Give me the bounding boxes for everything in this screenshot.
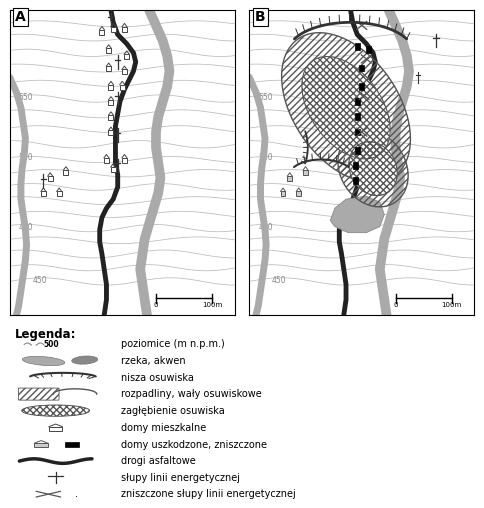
Text: rzeka, akwen: rzeka, akwen (121, 356, 186, 366)
Bar (111, 27, 116, 32)
Text: 450: 450 (32, 276, 47, 285)
Bar (281, 192, 286, 197)
Bar (296, 192, 301, 197)
Bar (355, 98, 360, 105)
Bar (122, 158, 127, 163)
Text: domy mieszkalne: domy mieszkalne (121, 423, 206, 433)
Bar (108, 100, 113, 105)
Bar (49, 427, 62, 431)
Text: 0: 0 (154, 302, 158, 308)
Bar (111, 167, 116, 172)
Text: rozpadliny, wały osuwiskowe: rozpadliny, wały osuwiskowe (121, 389, 262, 399)
Text: A: A (15, 10, 26, 24)
Bar (104, 158, 109, 163)
Text: 0: 0 (393, 302, 398, 308)
Text: zagłębienie osuwiska: zagłębienie osuwiska (121, 405, 225, 416)
Text: nisza osuwiska: nisza osuwiska (121, 372, 194, 383)
Text: drogi asfaltowe: drogi asfaltowe (121, 456, 196, 466)
Bar (303, 170, 308, 175)
Bar (287, 176, 292, 181)
Text: 100m: 100m (442, 302, 462, 308)
Polygon shape (330, 196, 384, 233)
Bar (352, 162, 358, 169)
Text: 500: 500 (258, 153, 273, 163)
Text: 100m: 100m (202, 302, 222, 308)
Bar (122, 70, 127, 75)
Bar (108, 85, 113, 90)
Bar (100, 30, 105, 35)
Bar (108, 115, 113, 120)
Bar (122, 27, 127, 32)
Bar (355, 129, 360, 136)
Text: domy uszkodzone, zniszczone: domy uszkodzone, zniszczone (121, 439, 267, 450)
Bar (108, 131, 113, 136)
Text: 500: 500 (19, 153, 33, 163)
Bar (359, 65, 364, 72)
Bar (355, 43, 360, 50)
Text: słupy linii energetycznej: słupy linii energetycznej (121, 472, 240, 483)
Bar (41, 192, 46, 197)
Bar (355, 113, 360, 120)
Bar (48, 176, 53, 181)
Text: Legenda:: Legenda: (15, 328, 76, 340)
Bar (63, 170, 68, 175)
Bar (120, 85, 125, 90)
Bar (124, 54, 129, 59)
Bar (355, 147, 360, 154)
Ellipse shape (72, 356, 98, 364)
Text: 450: 450 (19, 223, 33, 232)
Text: 550: 550 (19, 92, 33, 102)
Bar (106, 48, 111, 53)
Bar (57, 192, 61, 197)
Bar (34, 443, 48, 447)
Text: 500: 500 (43, 340, 59, 349)
Text: 450: 450 (258, 223, 273, 232)
Polygon shape (349, 142, 397, 196)
Bar (352, 177, 358, 184)
Text: 450: 450 (272, 276, 287, 285)
Text: .: . (75, 489, 78, 499)
Text: zniszczone słupy linii energetycznej: zniszczone słupy linii energetycznej (121, 489, 296, 499)
Bar (366, 46, 371, 53)
Polygon shape (302, 56, 390, 159)
Bar (106, 67, 111, 72)
Text: 550: 550 (258, 92, 273, 102)
Ellipse shape (22, 357, 65, 366)
Bar (65, 442, 79, 447)
Text: B: B (255, 10, 266, 24)
Text: poziomice (m n.p.m.): poziomice (m n.p.m.) (121, 339, 225, 350)
Bar (359, 83, 364, 90)
